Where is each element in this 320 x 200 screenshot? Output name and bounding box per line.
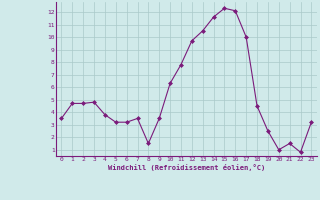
X-axis label: Windchill (Refroidissement éolien,°C): Windchill (Refroidissement éolien,°C) (108, 164, 265, 171)
